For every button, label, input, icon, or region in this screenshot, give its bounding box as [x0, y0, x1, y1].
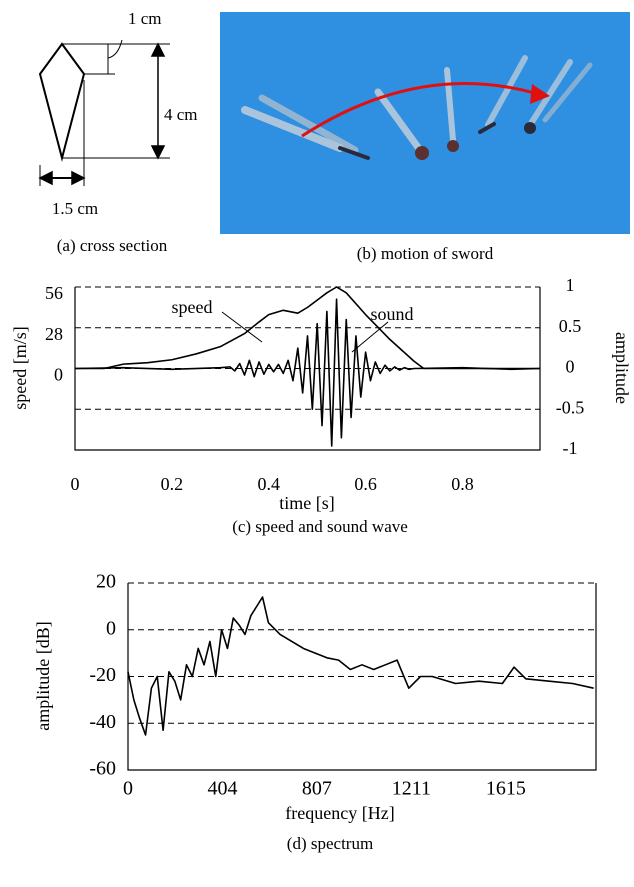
y2-tick-label: 1 — [566, 275, 575, 295]
x-tick-label: 807 — [302, 778, 332, 800]
data-line — [127, 596, 594, 736]
y2-tick-label: 0.5 — [559, 316, 582, 336]
y-tick-label: 56 — [45, 283, 63, 303]
arrow-head — [530, 84, 550, 104]
sword-hilt — [478, 122, 496, 134]
y2-tick-label: 0 — [566, 357, 575, 377]
y-tick-label: -60 — [89, 758, 116, 780]
sword — [258, 94, 359, 154]
x-tick-label: 1615 — [486, 778, 526, 800]
motion-arrow — [301, 81, 539, 138]
caption: (d) spectrum — [287, 834, 373, 853]
y-tick-label: 28 — [45, 324, 63, 344]
sword — [542, 62, 593, 123]
y-axis-label: amplitude [dB] — [33, 621, 53, 730]
y2-axis-label: amplitude — [612, 332, 632, 404]
leader-line — [221, 311, 263, 343]
sword-hilt — [524, 122, 536, 134]
caption: (c) speed and sound wave — [232, 517, 408, 536]
x-tick-label: 0.4 — [258, 474, 281, 494]
x-tick-label: 0.8 — [451, 474, 474, 494]
y-tick-label: 20 — [96, 571, 116, 593]
x-tick-label: 1211 — [392, 778, 431, 800]
blade-outline — [38, 42, 86, 162]
x-tick-label: 0.6 — [354, 474, 377, 494]
sword-hilt — [447, 140, 459, 152]
x-tick-label: 0.2 — [161, 474, 184, 494]
sword — [374, 88, 424, 154]
sword — [444, 67, 456, 143]
x-tick-label: 404 — [208, 778, 238, 800]
sword-hilt — [415, 146, 429, 160]
y-tick-label: -20 — [89, 664, 116, 686]
series-label: sound — [370, 304, 413, 324]
x-axis-label: frequency [Hz] — [285, 803, 394, 823]
y-tick-label: -40 — [89, 711, 116, 733]
x-axis-label: time [s] — [279, 493, 335, 513]
sword-photo — [220, 12, 630, 234]
sword — [241, 106, 344, 152]
y2-tick-label: -1 — [563, 438, 578, 458]
sword — [485, 55, 528, 128]
cross-section — [38, 39, 170, 186]
caption: (b) motion of sword — [357, 244, 494, 263]
sword-hilt — [338, 146, 370, 160]
y-tick-label: 0 — [54, 365, 63, 385]
photo-background — [220, 12, 630, 234]
series-label: speed — [172, 297, 213, 317]
sword — [527, 59, 573, 128]
data-line — [75, 286, 540, 370]
dimension-label: 4 cm — [164, 105, 198, 124]
y-axis-label: speed [m/s] — [10, 326, 30, 409]
caption: (a) cross section — [57, 236, 168, 255]
sword-images — [241, 55, 593, 160]
x-tick-label: 0 — [123, 778, 133, 800]
y-tick-label: 0 — [106, 617, 116, 639]
dimension-label: 1 cm — [128, 9, 162, 28]
leader-line — [107, 39, 123, 59]
y2-tick-label: -0.5 — [556, 397, 585, 417]
arrow-head — [150, 145, 166, 160]
arrow-head — [150, 42, 166, 57]
dimension-label: 1.5 cm — [52, 199, 98, 218]
x-tick-label: 0 — [71, 474, 80, 494]
arrow-head — [38, 170, 53, 186]
data-line — [74, 298, 541, 447]
arrow-head — [71, 170, 86, 186]
leader-line — [351, 321, 389, 353]
